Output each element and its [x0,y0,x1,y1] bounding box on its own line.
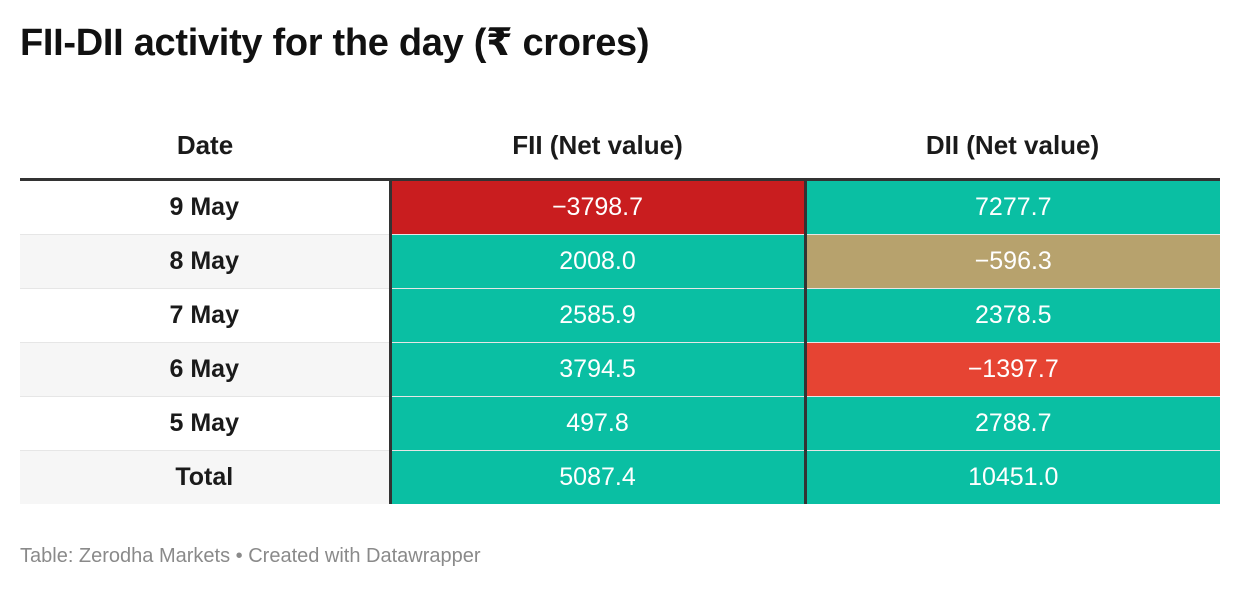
table-row: 5 May 497.8 2788.7 [20,396,1220,451]
dii-value-cell: 10451.0 [805,450,1220,504]
table-row: Total 5087.4 10451.0 [20,450,1220,504]
chart-title: FII-DII activity for the day (₹ crores) [20,22,650,64]
date-cell: 5 May [20,396,392,451]
date-cell: 6 May [20,342,392,397]
column-header-fii: FII (Net value) [390,112,805,181]
table-row: 6 May 3794.5 −1397.7 [20,342,1220,397]
table-row: 7 May 2585.9 2378.5 [20,288,1220,343]
column-header-date: Date [20,112,390,181]
table-row: 8 May 2008.0 −596.3 [20,234,1220,289]
table-body: 9 May −3798.7 7277.7 8 May 2008.0 −596.3 7 May… [20,179,1220,504]
activity-table: Date FII (Net value) DII (Net value) 9 M… [20,112,1220,504]
dii-value-cell: −596.3 [805,234,1220,289]
source-note: Table: Zerodha Markets • Created with Da… [20,545,481,567]
fii-value-cell: 5087.4 [390,450,807,504]
fii-value-cell: −3798.7 [390,179,807,235]
dii-value-cell: 2378.5 [805,288,1220,343]
date-cell: 8 May [20,234,392,289]
date-cell: 7 May [20,288,392,343]
date-cell: Total [20,450,392,504]
table-header: Date FII (Net value) DII (Net value) [20,112,1220,181]
activity-table-container: Date FII (Net value) DII (Net value) 9 M… [20,112,1220,504]
date-cell: 9 May [20,179,392,235]
dii-value-cell: 7277.7 [805,179,1220,235]
dii-value-cell: −1397.7 [805,342,1220,397]
header-row: Date FII (Net value) DII (Net value) [20,112,1220,181]
table-row: 9 May −3798.7 7277.7 [20,179,1220,235]
fii-value-cell: 3794.5 [390,342,807,397]
fii-value-cell: 2008.0 [390,234,807,289]
fii-value-cell: 497.8 [390,396,807,451]
dii-value-cell: 2788.7 [805,396,1220,451]
fii-value-cell: 2585.9 [390,288,807,343]
column-header-dii: DII (Net value) [805,112,1220,181]
